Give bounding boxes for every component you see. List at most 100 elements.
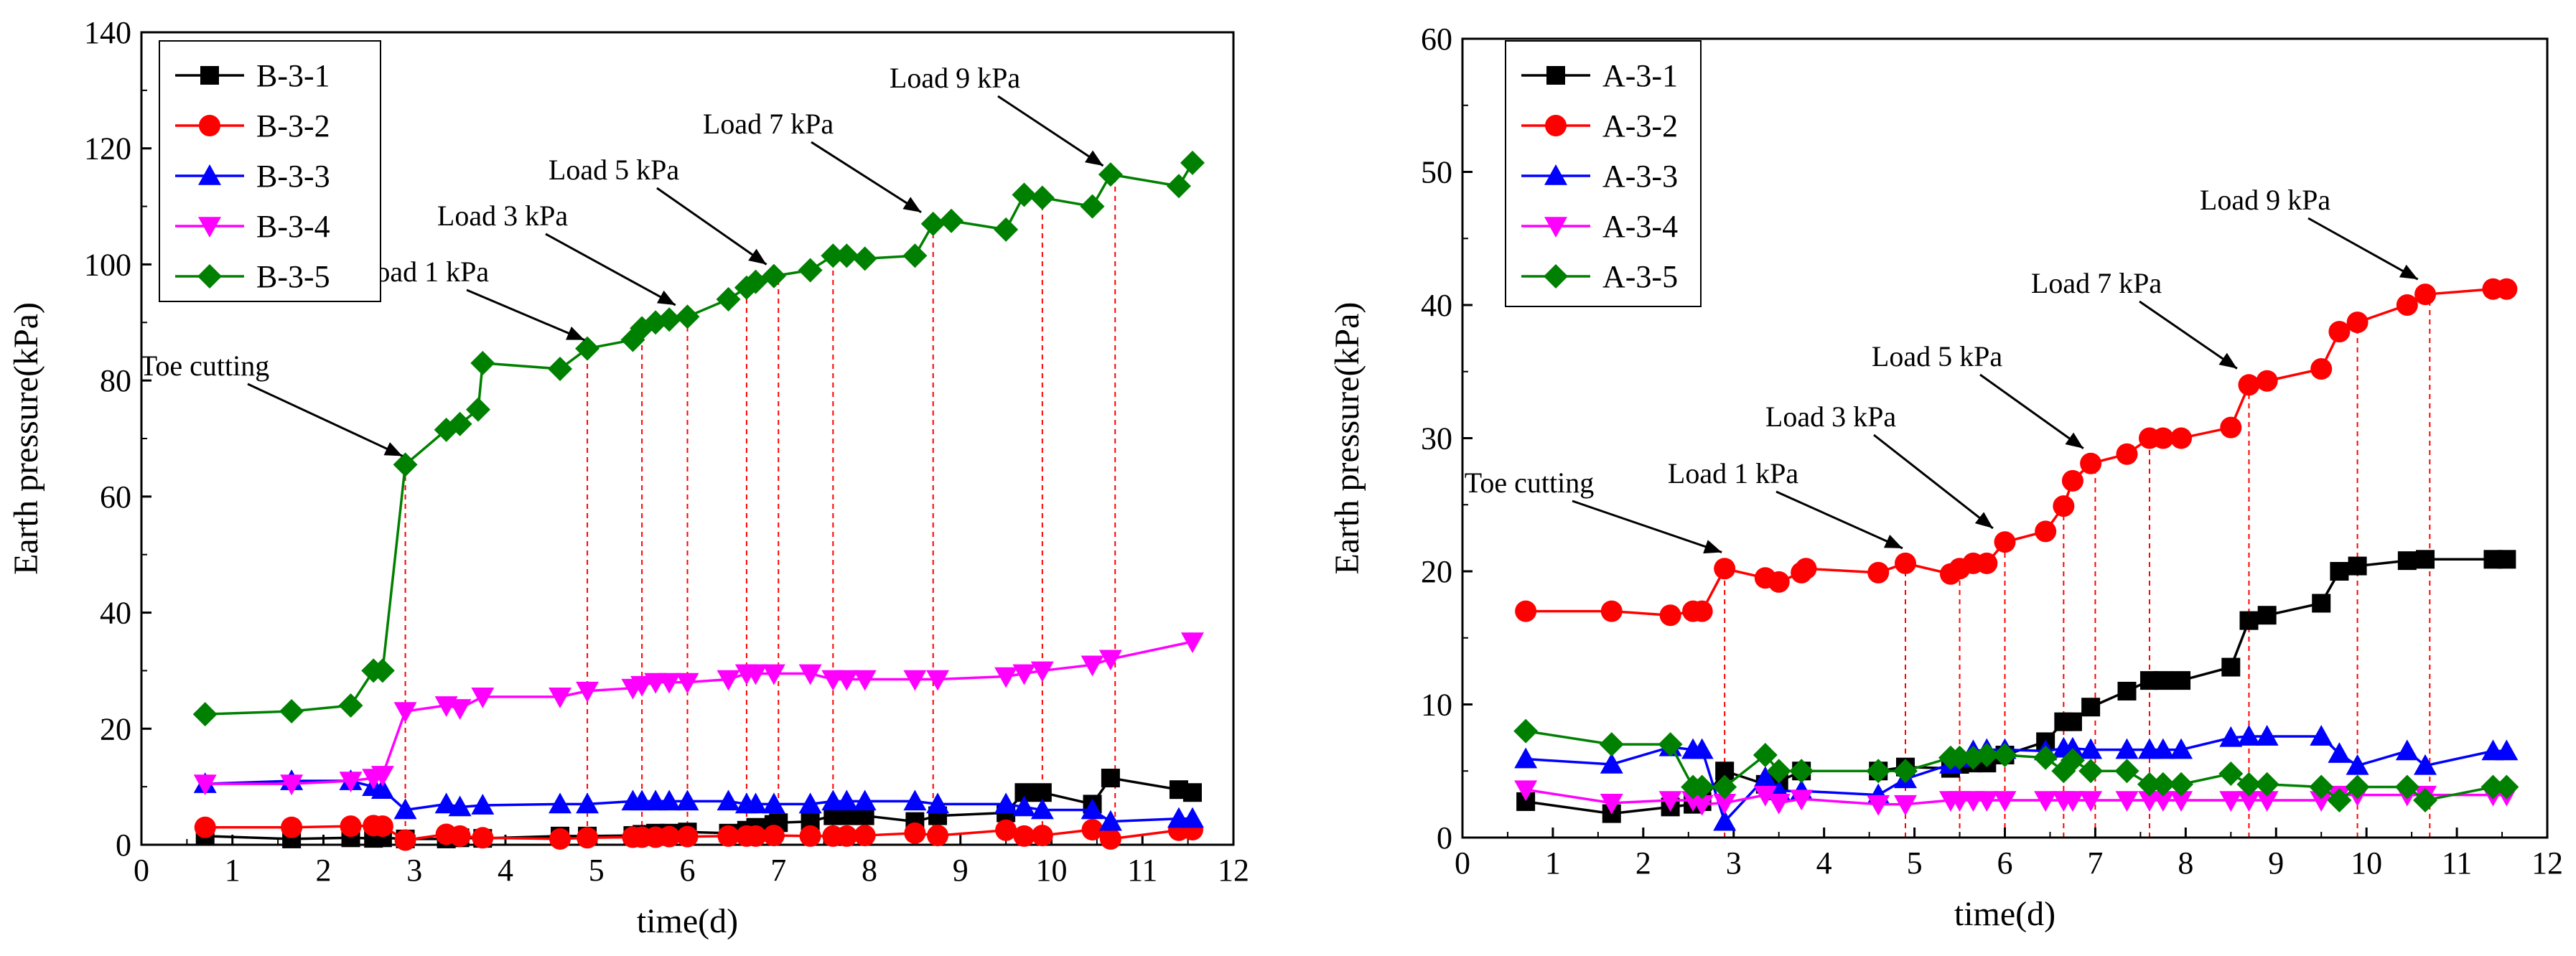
annotation-arrow-head [748,248,767,265]
data-point [835,789,859,811]
x-tick-label: 4 [498,853,513,888]
x-tick-label: 6 [680,853,696,888]
data-point [1098,810,1122,831]
data-point [2328,742,2351,763]
data-point [2310,791,2333,812]
annotation-arrow-line [545,233,676,306]
y-tick-label: 60 [1421,22,1452,57]
legend-label: A-3-4 [1602,209,1678,244]
legend-marker [1544,264,1568,289]
data-point [676,825,699,848]
legend-item: A-3-5 [1521,259,1678,294]
y-tick-label: 20 [1421,554,1452,589]
data-point [994,667,1018,688]
x-tick-label: 10 [1036,853,1068,888]
data-point [798,792,822,814]
annotation: Load 3 kPa [437,200,676,306]
data-point [1031,825,1053,847]
annotation: Load 7 kPa [2031,267,2238,370]
data-point [2327,788,2352,813]
data-point [2115,738,2139,759]
data-point [1976,552,1998,574]
annotation: Load 7 kPa [703,108,922,214]
data-point [2152,427,2174,449]
x-tick-label: 12 [2531,845,2563,881]
y-tick-label: 10 [1421,688,1452,723]
legend: B-3-1 B-3-2 B-3-3 B-3-4 B-3-5 [159,40,381,302]
data-point [2137,772,2162,797]
data-point [798,664,822,685]
legend-item: B-3-1 [175,58,330,93]
data-point [465,397,490,422]
data-point [549,792,572,814]
legend-marker [1545,115,1567,136]
legend-marker [1544,164,1567,185]
data-point [2254,772,2279,797]
data-point [472,827,494,849]
data-point [2256,370,2278,392]
data-point [2081,698,2101,717]
data-point [2053,495,2075,517]
data-point [658,789,681,811]
x-tick-label: 11 [2442,845,2472,881]
annotation: Load 1 kPa [358,256,585,342]
y-tick-label: 0 [1437,820,1452,856]
data-point [1768,571,1790,593]
data-point [1753,785,1777,807]
data-point [2060,748,2085,773]
data-point [1893,795,1917,816]
annotation-arrow-line [247,383,403,457]
data-point [1689,774,1714,800]
data-point [926,670,950,691]
data-point [854,825,876,847]
data-point [2414,283,2437,306]
x-tick-label: 0 [1455,845,1470,881]
x-tick-label: 8 [2178,845,2193,881]
data-point [577,827,599,849]
legend-box [159,40,381,302]
annotation: Load 1 kPa [1668,457,1903,550]
data-point [2396,294,2418,316]
data-point [2237,791,2261,812]
data-point [2416,550,2435,569]
legend-item: A-3-4 [1521,209,1678,244]
data-point [821,243,846,268]
data-point [393,798,417,820]
x-tick-label: 2 [316,853,332,888]
data-point [2172,671,2191,690]
data-point [2310,358,2333,380]
x-tick-label: 4 [1816,845,1832,881]
data-point [2151,738,2175,759]
y-tick-label: 40 [100,596,131,631]
x-tick-label: 8 [862,853,877,888]
data-point [1098,650,1122,671]
x-tick-label: 5 [1907,845,1923,881]
data-point [2117,681,2137,700]
data-point [370,778,394,799]
data-point [1893,759,1918,784]
annotation-arrow-line [656,187,767,266]
data-point [2239,611,2259,630]
data-point [393,452,418,477]
data-point [762,792,785,814]
data-point [743,269,768,294]
data-point [1081,818,1103,840]
data-point [1180,807,1204,828]
data-point [745,825,767,847]
annotation-arrow-line [2139,300,2238,370]
data-point [1867,561,1890,584]
data-point [2238,374,2260,396]
legend-label: B-3-4 [256,209,330,244]
annotation-arrow-head [1884,534,1903,548]
annotation: Load 5 kPa [549,154,767,266]
data-point [1030,661,1054,683]
legend-item: A-3-3 [1521,159,1678,194]
data-point [920,211,946,236]
data-point [1513,718,1539,744]
legend-marker [1546,66,1565,85]
data-point [2414,754,2437,775]
data-point [1790,789,1814,811]
data-point [675,304,700,329]
legend-label: A-3-2 [1602,108,1678,144]
data-point [853,789,877,811]
